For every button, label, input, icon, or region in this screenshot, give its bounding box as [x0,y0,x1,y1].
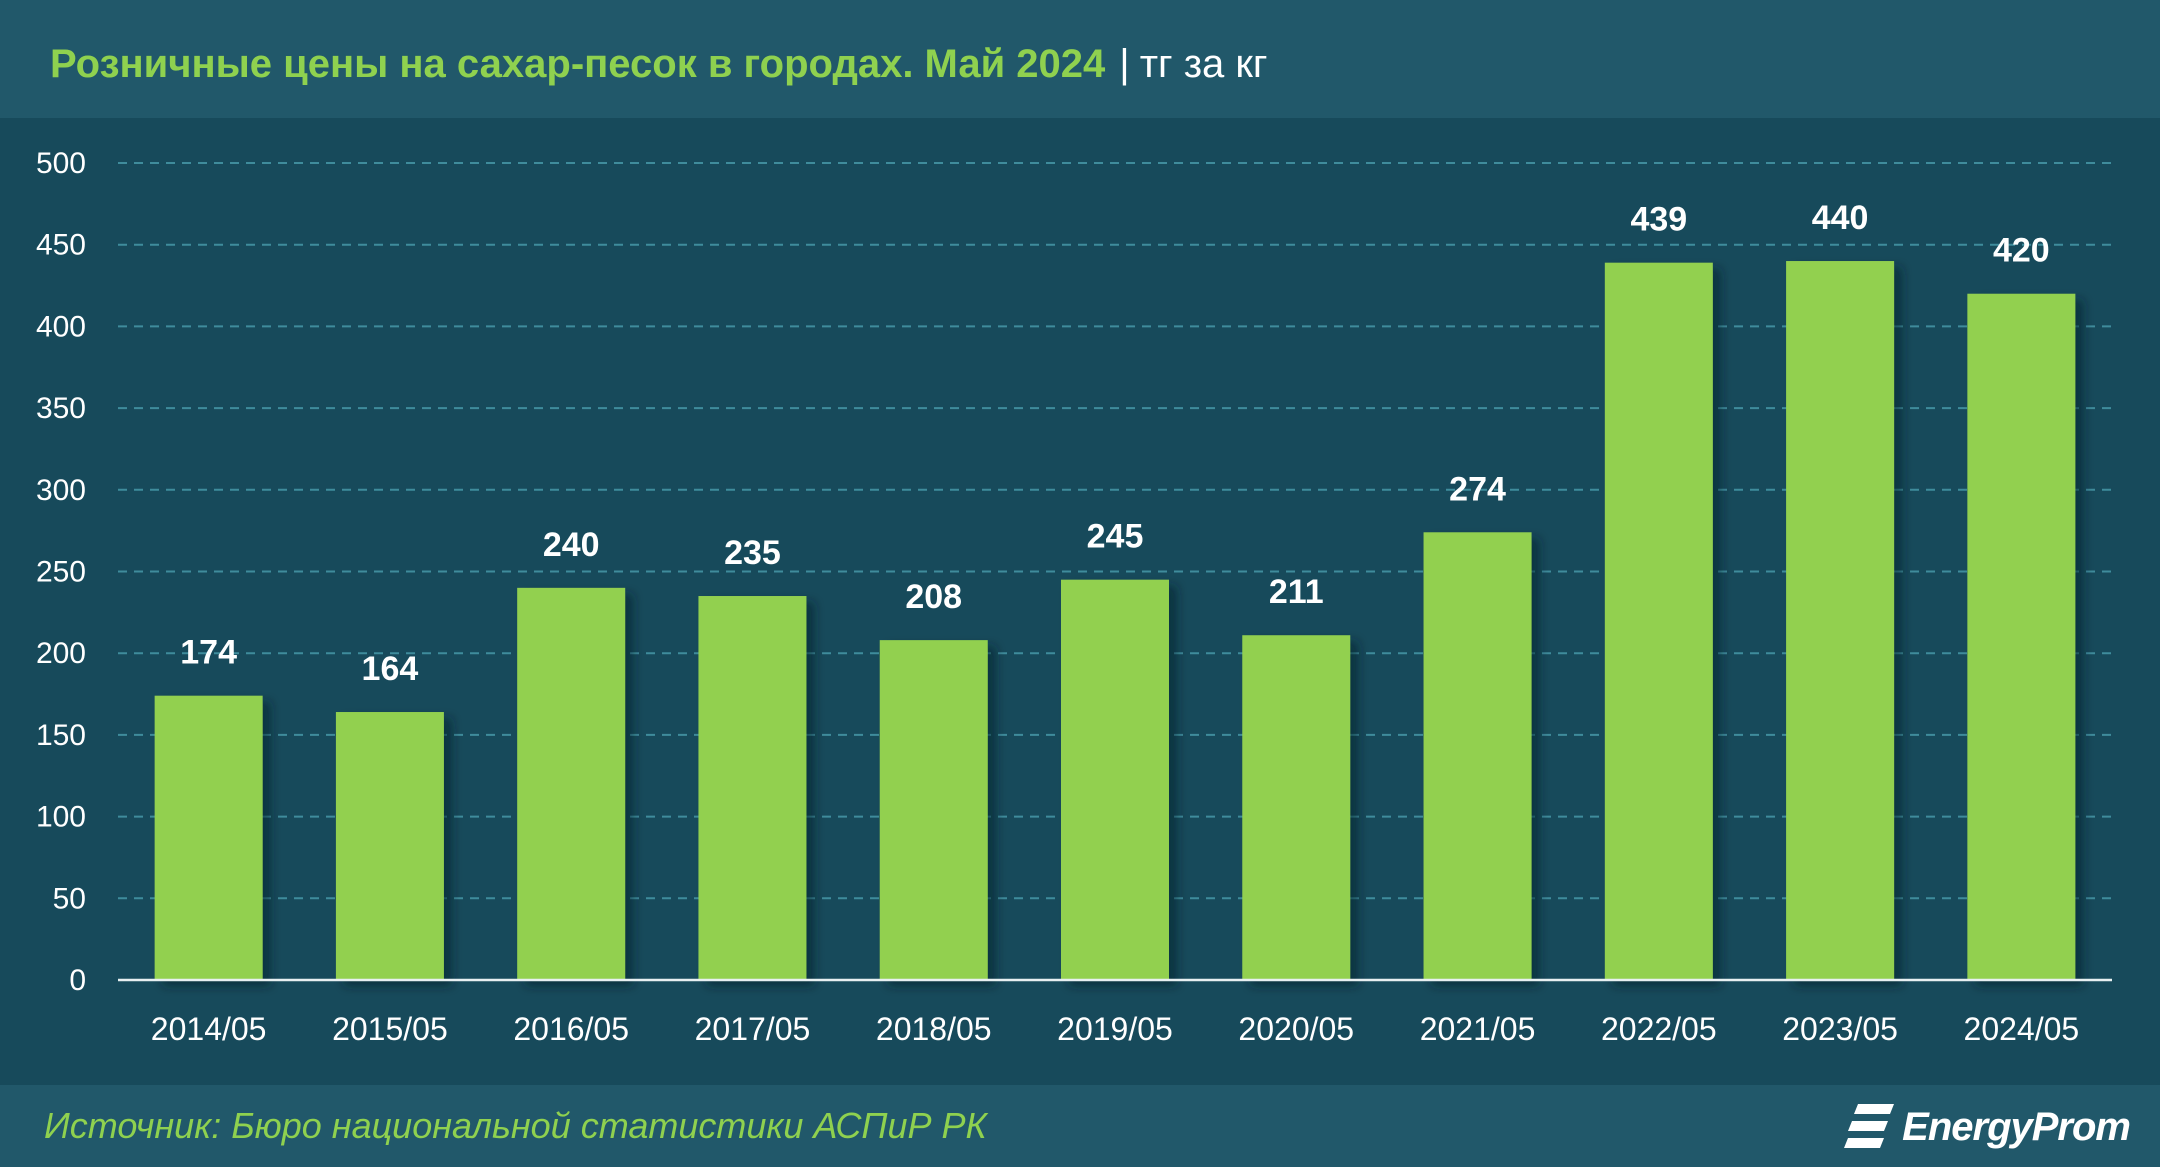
x-tick-label: 2021/05 [1420,1011,1536,1047]
y-axis-ticks: 0 50 100 150 200 250 300 350 400 450 500 [36,147,86,997]
brand-name: EnergyProm [1902,1104,2131,1149]
y-tick-label: 350 [36,392,86,425]
data-label: 439 [1630,201,1687,239]
y-tick-label: 500 [36,147,86,180]
x-tick-label: 2022/05 [1601,1011,1717,1047]
title-separator: | [1119,42,1130,86]
data-label: 274 [1449,470,1506,508]
bar [879,640,988,980]
energyprom-logo-icon [1844,1104,1895,1148]
x-tick-label: 2016/05 [513,1011,629,1047]
bar [335,712,444,980]
x-tick-label: 2014/05 [151,1011,267,1047]
y-tick-label: 200 [36,637,86,670]
y-tick-label: 150 [36,719,86,752]
x-axis-labels: 2014/05 2015/05 2016/05 2017/05 2018/05 2019/… [151,1011,2079,1047]
data-label: 245 [1087,518,1144,556]
y-tick-label: 300 [36,474,86,507]
data-label: 235 [724,534,781,572]
header-bar: Розничные цены на сахар-песок в городах.… [0,0,2160,118]
data-labels: 174 164 240 235 208 245 211 274 439 440 420 [180,199,2049,688]
y-tick-label: 250 [36,556,86,589]
bar [1423,532,1532,980]
x-tick-label: 2020/05 [1238,1011,1354,1047]
x-tick-label: 2017/05 [695,1011,811,1047]
footer-bar: Источник: Бюро национальной статистики А… [0,1085,2160,1167]
bar [1242,635,1351,980]
bar [517,587,626,980]
y-tick-label: 50 [53,882,86,915]
bar [1967,293,2076,981]
chart-title: Розничные цены на сахар-песок в городах.… [50,42,1106,86]
title-line: Розничные цены на сахар-песок в городах.… [50,34,1268,94]
x-tick-label: 2015/05 [332,1011,448,1047]
x-tick-label: 2018/05 [876,1011,992,1047]
y-tick-label: 0 [69,964,86,997]
data-label: 174 [180,634,237,672]
brand-logo: EnergyProm [1844,1099,2131,1155]
y-tick-label: 450 [36,229,86,262]
bars [154,261,2076,981]
bar [1061,579,1169,980]
bar [698,596,807,980]
data-label: 440 [1812,199,1869,237]
bar [1786,261,1895,980]
data-label: 240 [543,526,600,564]
bar [154,695,263,980]
data-label: 211 [1269,573,1324,611]
source-note: Источник: Бюро национальной статистики А… [44,1105,987,1146]
y-tick-label: 400 [36,310,86,343]
x-tick-label: 2024/05 [1964,1011,2080,1047]
chart-unit: тг за кг [1139,42,1268,86]
data-label: 164 [362,650,419,688]
data-label: 208 [905,578,962,616]
x-tick-label: 2023/05 [1782,1011,1898,1047]
data-label: 420 [1993,232,2050,270]
x-tick-label: 2019/05 [1057,1011,1173,1047]
y-tick-label: 100 [36,801,86,834]
chart-panel: 0 50 100 150 200 250 300 350 400 450 500 2014/05 20… [0,118,2160,1085]
bar [1604,262,1713,980]
